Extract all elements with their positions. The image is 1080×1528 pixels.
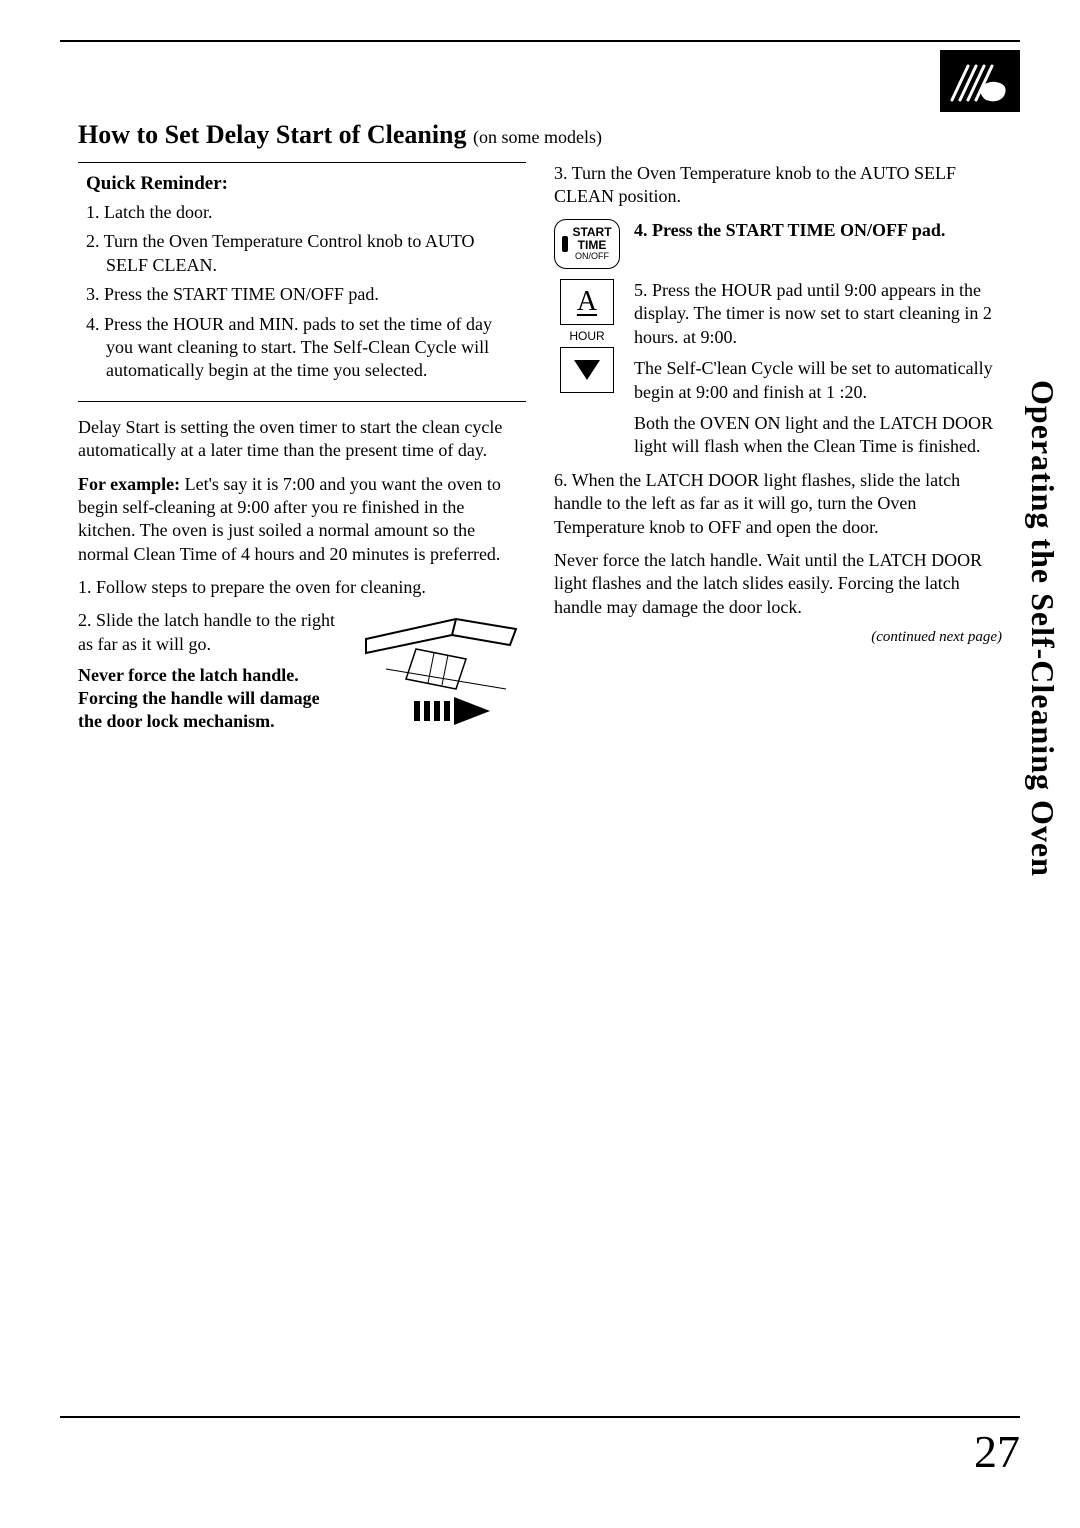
body-paragraph: For example: Let's say it is 7:00 and yo… — [78, 473, 526, 567]
top-rule — [60, 40, 1020, 42]
pad-line: START — [572, 226, 611, 239]
quick-reminder-box: Quick Reminder: 1. Latch the door. 2. Tu… — [78, 162, 526, 402]
body-paragraph: Delay Start is setting the oven timer to… — [78, 416, 526, 463]
step-2b-warning: Never force the latch handle. Forcing th… — [78, 664, 342, 733]
section-title: How to Set Delay Start of Cleaning (on s… — [78, 120, 1002, 150]
for-example-lead: For example: — [78, 474, 180, 494]
hour-pad-down — [560, 347, 614, 393]
section-title-main: How to Set Delay Start of Cleaning — [78, 120, 467, 149]
step-5b: The Self-C'lean Cycle will be set to aut… — [634, 357, 1002, 404]
step-2-row: 2. Slide the latch handle to the right a… — [78, 609, 526, 732]
reminder-item: 2. Turn the Oven Temperature Control kno… — [86, 230, 518, 277]
pad-line: ON/OFF — [572, 252, 611, 262]
side-tab: Operating the Self-Cleaning Oven — [1024, 380, 1062, 920]
step-4-row: START TIME ON/OFF 4. Press the START TIM… — [554, 219, 1002, 269]
hour-glyph: A — [577, 286, 597, 318]
step-3: 3. Turn the Oven Temperature knob to the… — [554, 162, 1002, 209]
reminder-item: 4. Press the HOUR and MIN. pads to set t… — [86, 313, 518, 383]
step-2a: 2. Slide the latch handle to the right a… — [78, 609, 342, 655]
hour-pad-up: A — [560, 279, 614, 325]
start-time-pad-icon: START TIME ON/OFF — [554, 219, 620, 269]
step-5-row: A HOUR 5. Press the HOUR pad until 9:00 … — [554, 279, 1002, 459]
page-number: 27 — [974, 1425, 1020, 1478]
step-4-bold: 4. Press the START TIME ON/OFF pad. — [634, 220, 945, 240]
step-5c: Both the OVEN ON light and the LATCH DOO… — [634, 412, 1002, 459]
latch-handle-figure — [356, 609, 526, 729]
step-2-text: 2. Slide the latch handle to the right a… — [78, 609, 342, 732]
step-5-text: 5. Press the HOUR pad until 9:00 appears… — [634, 279, 1002, 459]
reminder-item: 3. Press the START TIME ON/OFF pad. — [86, 283, 518, 306]
side-tab-title: Operating the Self-Cleaning Oven — [1024, 380, 1061, 877]
continued-note: (continued next page) — [554, 629, 1002, 646]
step-6: 6. When the LATCH DOOR light flashes, sl… — [554, 469, 1002, 539]
reminder-item: 1. Latch the door. — [86, 201, 518, 224]
step-1: 1. Follow steps to prepare the oven for … — [78, 576, 526, 599]
step-4-text: 4. Press the START TIME ON/OFF pad. — [634, 219, 1002, 242]
corner-logo-icon — [940, 50, 1020, 112]
left-column: Quick Reminder: 1. Latch the door. 2. Tu… — [78, 162, 526, 733]
step-5a: 5. Press the HOUR pad until 9:00 appears… — [634, 279, 1002, 349]
never-force-paragraph: Never force the latch handle. Wait until… — [554, 549, 1002, 619]
right-column: 3. Turn the Oven Temperature knob to the… — [554, 162, 1002, 733]
page-content: How to Set Delay Start of Cleaning (on s… — [78, 120, 1002, 733]
hour-pad-icon: A HOUR — [554, 279, 620, 393]
bottom-rule — [60, 1416, 1020, 1418]
section-title-sub: (on some models) — [473, 127, 602, 147]
hour-pad-label: HOUR — [569, 329, 604, 343]
quick-reminder-heading: Quick Reminder: — [86, 173, 518, 195]
